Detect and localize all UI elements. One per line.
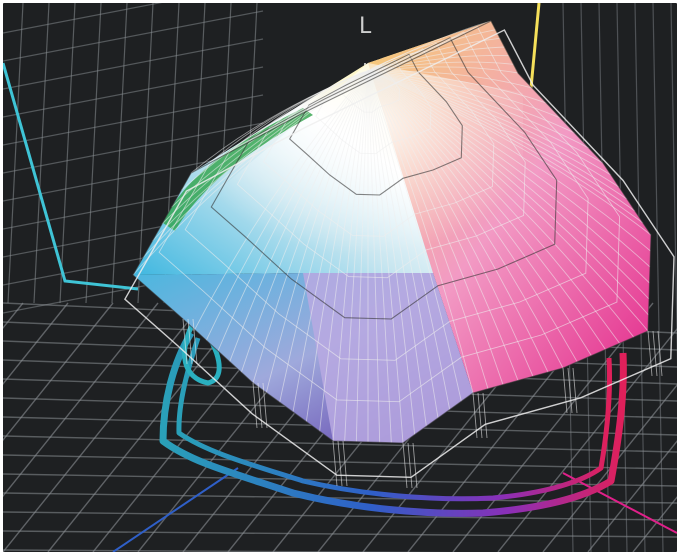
wireframe-mesh: [124, 20, 675, 489]
gamut-3d-plot: L: [3, 3, 677, 552]
projection-outer: [159, 331, 627, 517]
lightness-axis-label: L: [359, 14, 372, 39]
gamut-highlight: [203, 63, 523, 303]
floor-grid: [3, 3, 677, 552]
projection-inner: [176, 337, 613, 502]
cyan-axis-line: [3, 62, 139, 291]
blue-axis-line: [112, 467, 239, 552]
magenta-axis-line: [562, 472, 677, 534]
